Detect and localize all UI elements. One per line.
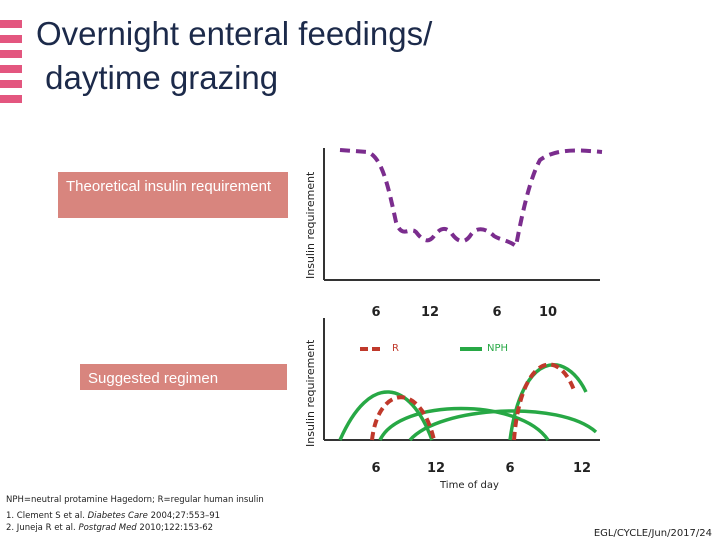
top-tick-0: 6 — [371, 305, 380, 320]
ref2-journal: Postgrad Med — [78, 523, 137, 533]
nph-curve-3 — [408, 409, 598, 442]
bottom-tick-3: 12 — [573, 461, 591, 476]
top-tick-3: 10 — [539, 305, 557, 320]
nph-curve-2 — [378, 406, 550, 442]
bottom-tick-2: 6 — [505, 461, 514, 476]
slide-code: EGL/CYCLE/Jun/2017/24 — [593, 528, 712, 539]
footnote-abbreviations: NPH=neutral protamine Hagedorn; R=regula… — [6, 495, 264, 505]
footnote-reference-1: 1. Clement S et al. Diabetes Care 2004;2… — [6, 511, 220, 521]
title-line-2: daytime grazing — [36, 59, 279, 96]
legend-r-label: R — [392, 343, 399, 354]
nph-curve-1 — [338, 390, 434, 441]
top-tick-1: 12 — [421, 305, 439, 320]
theoretical-requirement-label: Theoretical insulin requirement — [58, 172, 288, 218]
footnote-reference-2: 2. Juneja R et al. Postgrad Med 2010;122… — [6, 523, 213, 533]
bottom-tick-1: 12 — [427, 461, 445, 476]
slide-title: Overnight enteral feedings/ daytime graz… — [36, 12, 556, 100]
decorative-bars — [0, 20, 22, 105]
ref1-journal: Diabetes Care — [87, 511, 148, 521]
ref1-details: 2004;27:553–91 — [147, 511, 221, 521]
r-curve-2 — [512, 362, 576, 441]
legend-nph-label: NPH — [487, 343, 509, 354]
x-axis-title: Time of day — [440, 480, 499, 491]
title-line-1: Overnight enteral feedings/ — [36, 15, 433, 52]
suggested-regimen-label: Suggested regimen — [80, 364, 287, 390]
requirement-curve — [339, 148, 603, 250]
bottom-tick-0: 6 — [371, 461, 380, 476]
top-tick-2: 6 — [492, 305, 501, 320]
ref2-details: 2010;122:153-62 — [136, 523, 214, 533]
ref2-authors: 2. Juneja R et al. — [6, 523, 79, 533]
nph-curve-4 — [508, 363, 588, 441]
ref1-authors: 1. Clement S et al. — [6, 511, 88, 521]
r-curve-1 — [370, 395, 436, 441]
